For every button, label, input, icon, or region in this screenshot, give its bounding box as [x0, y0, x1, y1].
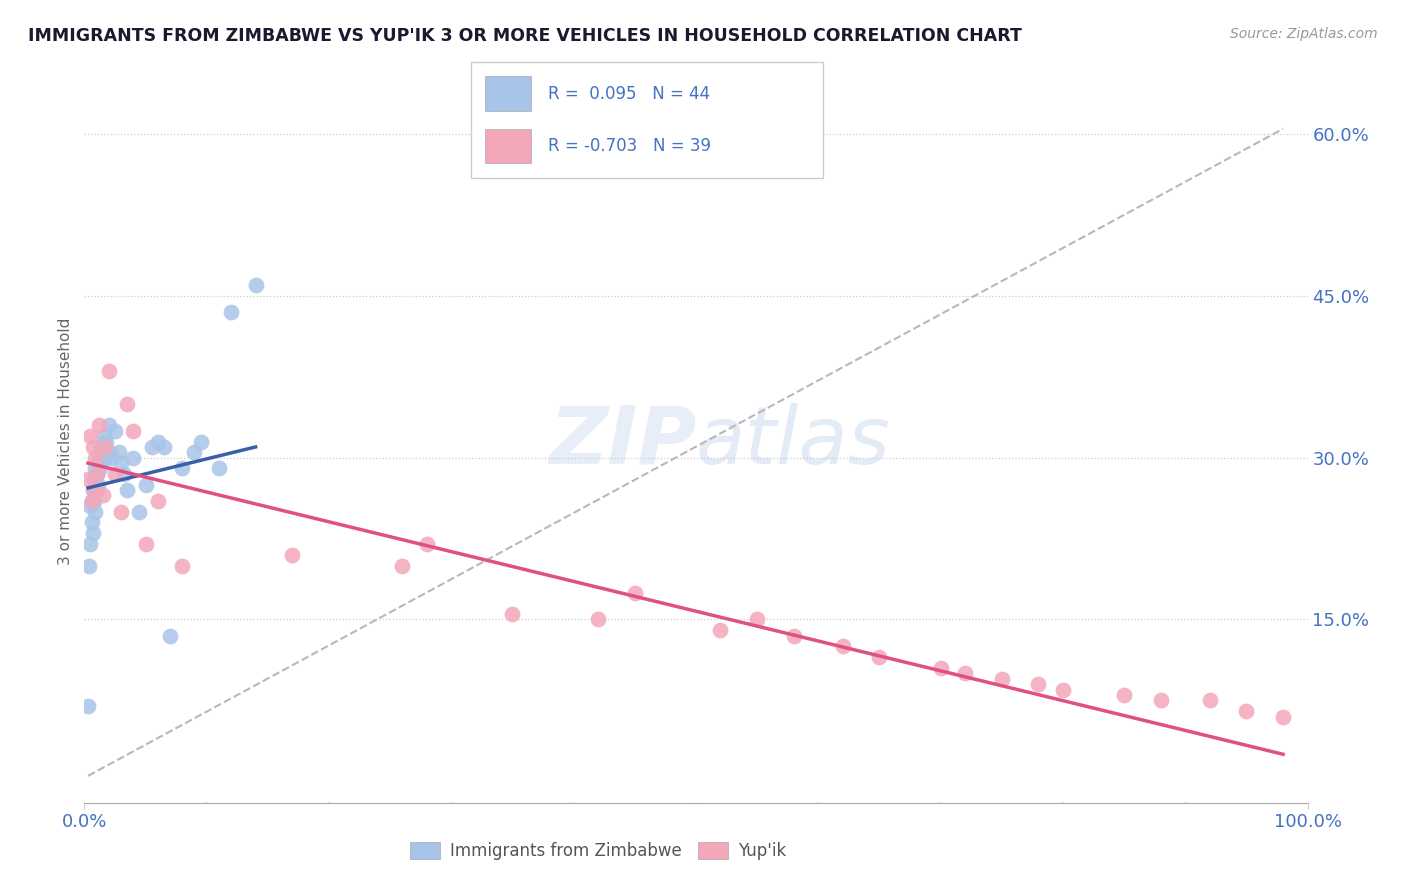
Point [929, 661, 952, 675]
Point [624, 585, 647, 599]
Point [172, 461, 194, 475]
Point [831, 640, 853, 654]
Point [94, 440, 117, 454]
Point [82, 483, 104, 497]
Point [141, 440, 163, 454]
Bar [485, 77, 531, 112]
Point [146, 493, 169, 508]
Point [1150, 693, 1173, 707]
Point [159, 629, 181, 643]
Point [80, 493, 103, 508]
Point [502, 607, 524, 621]
Point [86, 483, 108, 497]
Point [991, 672, 1014, 686]
Point [586, 612, 609, 626]
Point [128, 505, 150, 519]
Y-axis label: 3 or more Vehicles in Household: 3 or more Vehicles in Household [58, 318, 73, 566]
Point [87, 418, 110, 433]
Point [783, 629, 806, 643]
Point [82, 440, 104, 454]
Point [869, 650, 891, 665]
Point [91, 445, 114, 459]
Point [281, 548, 304, 562]
Point [953, 666, 976, 681]
Point [96, 434, 118, 449]
Point [97, 364, 120, 378]
Point [115, 397, 138, 411]
Point [77, 698, 100, 713]
Point [135, 537, 157, 551]
Text: ZIP: ZIP [548, 402, 696, 481]
Point [87, 477, 110, 491]
Point [86, 467, 108, 481]
Point [416, 537, 439, 551]
Point [219, 305, 242, 319]
Text: R = -0.703   N = 39: R = -0.703 N = 39 [548, 137, 711, 155]
Point [87, 450, 110, 465]
Point [91, 488, 114, 502]
Text: IMMIGRANTS FROM ZIMBABWE VS YUP'IK 3 OR MORE VEHICLES IN HOUSEHOLD CORRELATION C: IMMIGRANTS FROM ZIMBABWE VS YUP'IK 3 OR … [28, 27, 1022, 45]
Point [112, 467, 135, 481]
Point [94, 450, 117, 465]
Point [97, 418, 120, 433]
Point [709, 624, 731, 638]
Point [1236, 704, 1258, 718]
Point [110, 456, 132, 470]
Point [93, 429, 115, 443]
Point [83, 483, 105, 497]
Point [77, 472, 100, 486]
Point [82, 526, 104, 541]
Point [83, 493, 105, 508]
Legend: Immigrants from Zimbabwe, Yup'ik: Immigrants from Zimbabwe, Yup'ik [404, 835, 793, 867]
Text: Source: ZipAtlas.com: Source: ZipAtlas.com [1230, 27, 1378, 41]
Point [100, 450, 122, 465]
Point [1114, 688, 1136, 702]
Point [1198, 693, 1220, 707]
Point [172, 558, 194, 573]
Text: atlas: atlas [696, 402, 891, 481]
Text: R =  0.095   N = 44: R = 0.095 N = 44 [548, 85, 710, 103]
Point [83, 472, 105, 486]
Point [104, 467, 127, 481]
Point [89, 461, 111, 475]
Point [115, 483, 138, 497]
Point [1028, 677, 1050, 691]
Point [86, 467, 108, 481]
Point [104, 424, 127, 438]
Point [122, 450, 145, 465]
Point [190, 434, 212, 449]
Bar [485, 128, 531, 163]
Point [84, 505, 107, 519]
Point [1272, 709, 1295, 723]
Point [122, 424, 145, 438]
Point [87, 456, 110, 470]
Point [80, 516, 103, 530]
Point [183, 445, 205, 459]
Point [80, 493, 103, 508]
Point [391, 558, 413, 573]
Point [135, 477, 157, 491]
Point [153, 440, 176, 454]
Point [1052, 682, 1074, 697]
Point [79, 500, 101, 514]
Point [77, 558, 100, 573]
Point [79, 537, 101, 551]
Point [90, 440, 112, 454]
Point [84, 450, 107, 465]
Point [747, 612, 769, 626]
FancyBboxPatch shape [471, 62, 823, 178]
Point [110, 505, 132, 519]
Point [208, 461, 231, 475]
Point [97, 445, 120, 459]
Point [79, 429, 101, 443]
Point [245, 278, 267, 293]
Point [84, 461, 107, 475]
Point [107, 445, 129, 459]
Point [146, 434, 169, 449]
